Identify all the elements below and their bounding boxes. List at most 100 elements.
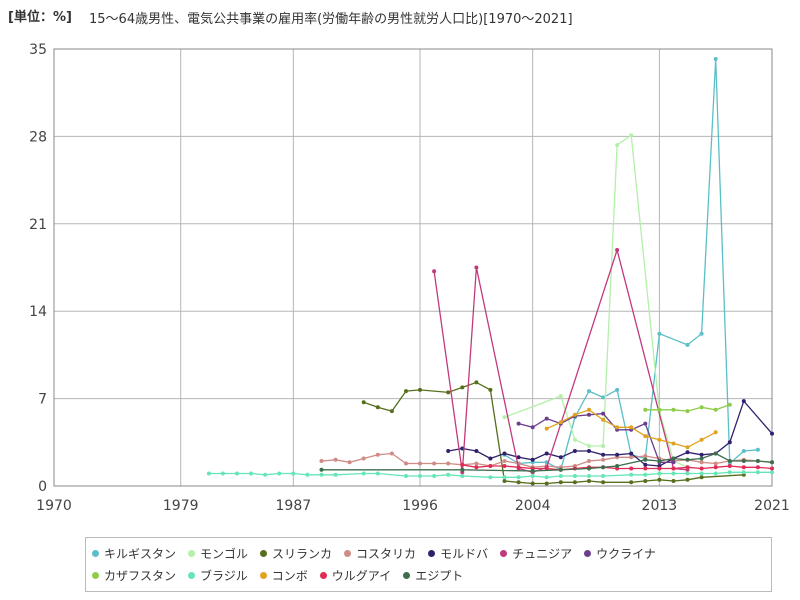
data-point [699, 466, 704, 471]
data-point [361, 456, 366, 461]
legend-swatch [319, 571, 327, 579]
series-2 [502, 133, 690, 470]
data-point [502, 415, 507, 420]
data-point [770, 431, 774, 436]
data-point [587, 449, 591, 453]
data-point [263, 472, 268, 477]
data-point [755, 465, 760, 470]
data-point [601, 457, 606, 462]
legend-swatch [92, 549, 99, 557]
data-point [770, 466, 774, 471]
data-point [741, 465, 746, 470]
data-point [558, 394, 563, 399]
data-point [770, 460, 774, 465]
data-point [643, 462, 648, 467]
data-point [699, 452, 704, 457]
legend-item: ウルグアイ [319, 567, 392, 584]
x-tick-label: 1970 [36, 498, 72, 514]
data-point [741, 470, 746, 475]
line-chart: 0 7 14 21 28 35 1970 1979 1987 1996 2004 2013 2021 [29, 42, 790, 514]
data-point [418, 461, 422, 466]
legend-label: ブラジル [200, 568, 248, 583]
data-point [558, 467, 563, 472]
legend-item: チュニジア [500, 545, 572, 562]
data-point [601, 395, 606, 400]
data-point [389, 451, 394, 456]
data-point [671, 456, 676, 461]
data-point [502, 479, 507, 483]
y-tick-label: 35 [29, 42, 47, 58]
data-point [558, 420, 563, 425]
series-10 [544, 407, 718, 450]
data-point [235, 471, 239, 476]
data-point [713, 451, 718, 456]
data-point [432, 269, 437, 274]
legend-label: キルギスタン [104, 546, 177, 561]
data-point [516, 480, 521, 485]
data-point [446, 449, 451, 453]
legend-label: コンボ [271, 568, 308, 583]
data-point [572, 480, 577, 485]
data-point [361, 471, 366, 476]
data-point [587, 389, 591, 394]
data-point [643, 434, 648, 439]
data-point [713, 471, 718, 476]
data-point [615, 425, 620, 430]
data-point [727, 402, 732, 407]
data-point [375, 452, 380, 457]
data-point [432, 474, 437, 478]
legend-label: モンゴル [200, 546, 249, 561]
data-point [615, 143, 620, 148]
data-point [671, 441, 676, 446]
series-1 [502, 57, 760, 472]
data-point [615, 464, 620, 468]
data-point [404, 461, 408, 466]
data-point [699, 331, 704, 336]
legend-item: キルギスタン [92, 545, 176, 562]
data-point [474, 465, 479, 470]
data-point [643, 472, 648, 477]
x-tick-label: 2013 [642, 498, 678, 514]
data-point [587, 459, 591, 463]
data-point [558, 474, 563, 478]
data-point [544, 475, 549, 480]
data-point [699, 475, 704, 480]
data-point [699, 456, 704, 461]
data-point [601, 452, 606, 457]
data-point [713, 57, 718, 61]
data-point [558, 480, 563, 485]
legend-item: モルドバ [428, 545, 488, 562]
x-tick-label: 1987 [276, 498, 312, 514]
data-point [319, 472, 324, 477]
data-point [643, 457, 648, 462]
data-point [727, 464, 732, 468]
data-point [657, 407, 662, 412]
series-11 [460, 462, 774, 472]
data-point [657, 459, 662, 463]
data-point [474, 380, 479, 385]
data-point [418, 387, 422, 392]
data-point [770, 470, 774, 475]
data-point [488, 464, 493, 468]
data-point [502, 464, 507, 468]
data-point [685, 409, 690, 414]
data-point [544, 416, 549, 421]
x-tick-label: 1979 [163, 498, 199, 514]
data-point [587, 479, 591, 483]
data-point [699, 471, 704, 476]
data-point [446, 461, 451, 466]
series-line [433, 247, 688, 473]
legend-swatch [188, 549, 196, 557]
data-point [305, 472, 310, 477]
data-point [601, 465, 606, 470]
data-point [755, 470, 760, 475]
data-point [502, 459, 507, 463]
data-point [657, 437, 662, 442]
data-point [671, 479, 676, 483]
data-point [741, 459, 746, 463]
legend-item: コンボ [259, 567, 308, 584]
data-point [615, 452, 620, 457]
data-point [685, 471, 690, 476]
legend-label: ウルグアイ [331, 568, 392, 583]
data-point [685, 342, 690, 347]
